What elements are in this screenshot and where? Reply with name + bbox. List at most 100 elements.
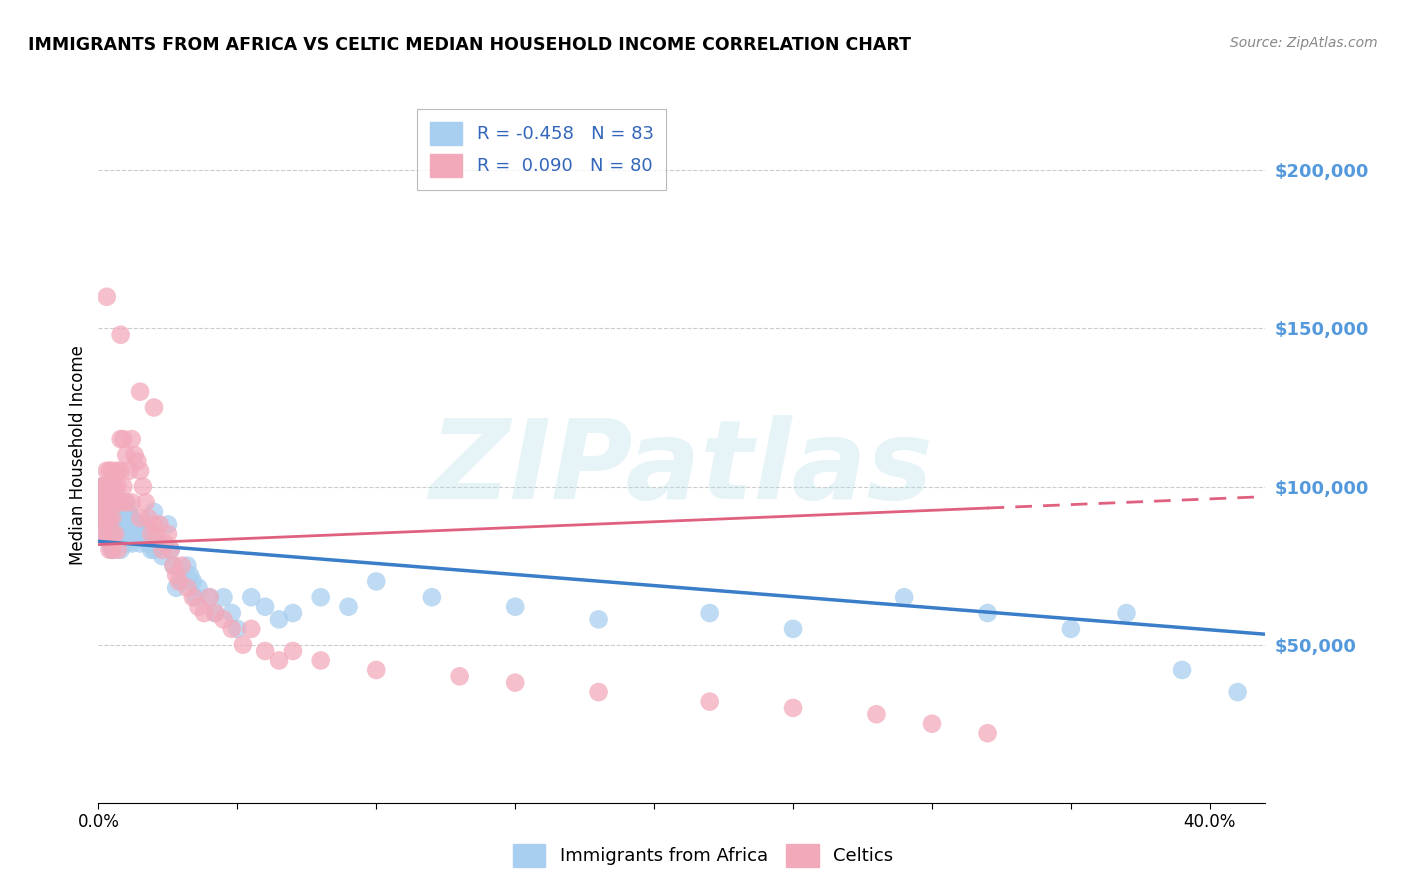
Legend: R = -0.458   N = 83, R =  0.090   N = 80: R = -0.458 N = 83, R = 0.090 N = 80 bbox=[418, 109, 666, 190]
Point bbox=[976, 726, 998, 740]
Point bbox=[110, 327, 132, 342]
Point bbox=[110, 495, 132, 509]
Point bbox=[143, 542, 166, 557]
Point bbox=[143, 517, 166, 532]
Point bbox=[101, 479, 124, 493]
Point bbox=[118, 464, 141, 478]
Point bbox=[93, 511, 115, 525]
Point bbox=[118, 505, 141, 519]
Point bbox=[976, 606, 998, 620]
Point bbox=[112, 479, 135, 493]
Point bbox=[90, 479, 112, 493]
Point bbox=[146, 527, 169, 541]
Point bbox=[159, 542, 181, 557]
Point bbox=[1115, 606, 1137, 620]
Point bbox=[165, 581, 187, 595]
Point bbox=[204, 606, 226, 620]
Point bbox=[240, 622, 263, 636]
Point bbox=[141, 527, 163, 541]
Point bbox=[98, 486, 121, 500]
Point bbox=[254, 599, 277, 614]
Point bbox=[121, 432, 143, 446]
Point bbox=[101, 542, 124, 557]
Point bbox=[1060, 622, 1083, 636]
Point bbox=[156, 527, 179, 541]
Point bbox=[124, 448, 146, 462]
Text: IMMIGRANTS FROM AFRICA VS CELTIC MEDIAN HOUSEHOLD INCOME CORRELATION CHART: IMMIGRANTS FROM AFRICA VS CELTIC MEDIAN … bbox=[28, 36, 911, 54]
Point bbox=[921, 716, 943, 731]
Point bbox=[254, 644, 277, 658]
Point bbox=[112, 505, 135, 519]
Point bbox=[588, 685, 610, 699]
Point bbox=[782, 622, 804, 636]
Point bbox=[115, 536, 138, 550]
Point bbox=[141, 542, 163, 557]
Point bbox=[162, 558, 184, 573]
Point bbox=[93, 479, 115, 493]
Point bbox=[96, 517, 118, 532]
Point bbox=[782, 701, 804, 715]
Point bbox=[121, 511, 143, 525]
Point bbox=[1226, 685, 1249, 699]
Point bbox=[96, 495, 118, 509]
Point bbox=[143, 401, 166, 415]
Point bbox=[107, 464, 129, 478]
Point bbox=[181, 591, 204, 605]
Point bbox=[221, 622, 243, 636]
Point bbox=[104, 527, 127, 541]
Point bbox=[107, 542, 129, 557]
Point bbox=[129, 384, 152, 399]
Point bbox=[104, 495, 127, 509]
Point bbox=[162, 558, 184, 573]
Point bbox=[110, 542, 132, 557]
Point bbox=[112, 527, 135, 541]
Point bbox=[148, 536, 170, 550]
Point bbox=[107, 479, 129, 493]
Point bbox=[135, 495, 157, 509]
Point bbox=[121, 495, 143, 509]
Point bbox=[170, 558, 193, 573]
Point bbox=[104, 479, 127, 493]
Point bbox=[267, 612, 290, 626]
Point bbox=[449, 669, 471, 683]
Point bbox=[98, 464, 121, 478]
Point bbox=[132, 479, 155, 493]
Point bbox=[167, 574, 190, 589]
Point bbox=[150, 549, 173, 563]
Point bbox=[699, 695, 721, 709]
Point bbox=[101, 464, 124, 478]
Point bbox=[115, 448, 138, 462]
Point bbox=[98, 479, 121, 493]
Point bbox=[115, 511, 138, 525]
Point bbox=[118, 527, 141, 541]
Y-axis label: Median Household Income: Median Household Income bbox=[69, 345, 87, 565]
Point bbox=[226, 622, 249, 636]
Point bbox=[127, 454, 149, 468]
Point bbox=[204, 606, 226, 620]
Point bbox=[101, 527, 124, 541]
Point bbox=[104, 486, 127, 500]
Point bbox=[104, 527, 127, 541]
Point bbox=[699, 606, 721, 620]
Point bbox=[98, 536, 121, 550]
Point bbox=[198, 591, 221, 605]
Point bbox=[366, 574, 388, 589]
Point bbox=[110, 464, 132, 478]
Point bbox=[129, 511, 152, 525]
Point bbox=[420, 591, 443, 605]
Point bbox=[96, 527, 118, 541]
Point bbox=[129, 464, 152, 478]
Point bbox=[159, 542, 181, 557]
Point bbox=[337, 599, 360, 614]
Point bbox=[170, 574, 193, 589]
Point bbox=[107, 495, 129, 509]
Point bbox=[115, 495, 138, 509]
Point bbox=[156, 517, 179, 532]
Point bbox=[176, 558, 198, 573]
Point bbox=[112, 432, 135, 446]
Point bbox=[184, 591, 207, 605]
Point bbox=[221, 606, 243, 620]
Point bbox=[129, 536, 152, 550]
Point bbox=[132, 517, 155, 532]
Point bbox=[104, 505, 127, 519]
